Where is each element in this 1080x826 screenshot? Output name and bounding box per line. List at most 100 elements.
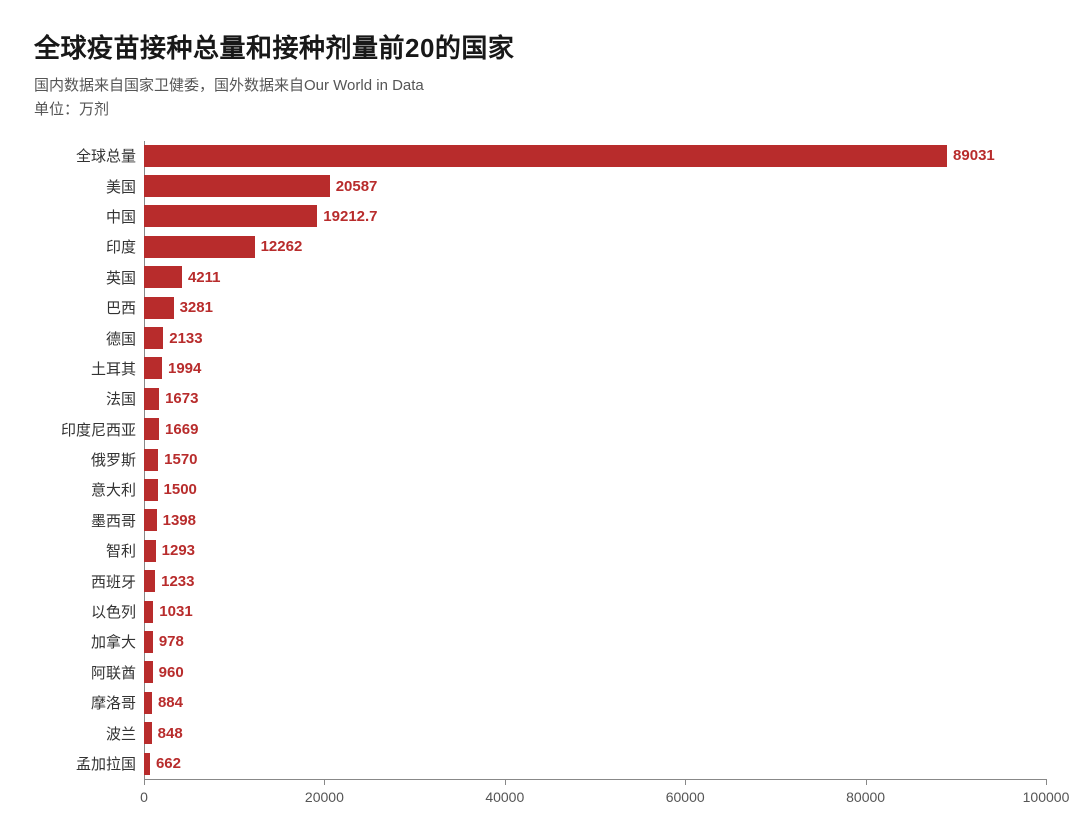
bar [144, 692, 152, 714]
value-label: 1669 [165, 421, 198, 438]
chart-unit: 单位：万剂 [34, 98, 1046, 119]
bar-track: 4211 [144, 262, 1046, 292]
bar-track: 1669 [144, 414, 1046, 444]
bar-row: 英国 4211 [34, 262, 1046, 292]
bar-track: 662 [144, 748, 1046, 778]
x-tick [505, 779, 506, 785]
x-tick-label: 0 [140, 789, 148, 805]
value-label: 1673 [165, 390, 198, 407]
bar [144, 266, 182, 288]
bar-row: 意大利1500 [34, 475, 1046, 505]
value-label: 2133 [169, 330, 202, 347]
category-label: 俄罗斯 [34, 449, 144, 470]
bar-track: 1994 [144, 353, 1046, 383]
bar-row: 俄罗斯 1570 [34, 444, 1046, 474]
category-label: 美国 [34, 176, 144, 197]
bar [144, 175, 330, 197]
value-label: 19212.7 [323, 208, 377, 225]
category-label: 摩洛哥 [34, 692, 144, 713]
bar [144, 418, 159, 440]
x-tick [685, 779, 686, 785]
category-label: 巴西 [34, 297, 144, 318]
bar-row: 摩洛哥 884 [34, 688, 1046, 718]
value-label: 1031 [159, 603, 192, 620]
x-tick-label: 40000 [485, 789, 524, 805]
bar [144, 509, 157, 531]
x-tick [324, 779, 325, 785]
bar [144, 205, 317, 227]
x-tick-label: 60000 [666, 789, 705, 805]
category-label: 智利 [34, 540, 144, 561]
category-label: 印度 [34, 236, 144, 257]
value-label: 1233 [161, 573, 194, 590]
bar-track: 848 [144, 718, 1046, 748]
category-label: 西班牙 [34, 571, 144, 592]
bar-track: 3281 [144, 292, 1046, 322]
bar [144, 449, 158, 471]
category-label: 阿联酋 [34, 662, 144, 683]
bar [144, 722, 152, 744]
value-label: 20587 [336, 178, 378, 195]
bar [144, 753, 150, 775]
chart-title: 全球疫苗接种总量和接种剂量前20的国家 [34, 28, 1046, 65]
value-label: 1994 [168, 360, 201, 377]
bar-track: 1570 [144, 444, 1046, 474]
x-tick [144, 779, 145, 785]
bar-track: 1673 [144, 384, 1046, 414]
bar-row: 法国1673 [34, 384, 1046, 414]
bar-row: 美国 20587 [34, 171, 1046, 201]
category-label: 土耳其 [34, 358, 144, 379]
value-label: 3281 [180, 299, 213, 316]
category-label: 孟加拉国 [34, 753, 144, 774]
x-tick-label: 20000 [305, 789, 344, 805]
bar-track: 20587 [144, 171, 1046, 201]
value-label: 1293 [162, 542, 195, 559]
bar-row: 孟加拉国 662 [34, 748, 1046, 778]
bar-row: 西班牙 1233 [34, 566, 1046, 596]
value-label: 662 [156, 755, 181, 772]
bar-track: 1398 [144, 505, 1046, 535]
bar-track: 1500 [144, 475, 1046, 505]
bar [144, 540, 156, 562]
bar-track: 978 [144, 627, 1046, 657]
value-label: 1570 [164, 451, 197, 468]
value-label: 1398 [163, 512, 196, 529]
category-label: 德国 [34, 328, 144, 349]
value-label: 4211 [188, 269, 221, 286]
bar-track: 960 [144, 657, 1046, 687]
bar-track: 884 [144, 688, 1046, 718]
value-label: 12262 [261, 238, 303, 255]
bar [144, 479, 158, 501]
value-label: 89031 [953, 147, 995, 164]
bar-track: 89031 [144, 141, 1046, 171]
bar [144, 327, 163, 349]
category-label: 印度尼西亚 [34, 419, 144, 440]
value-label: 884 [158, 694, 183, 711]
category-label: 波兰 [34, 723, 144, 744]
value-label: 978 [159, 633, 184, 650]
bar [144, 357, 162, 379]
value-label: 848 [158, 725, 183, 742]
bar [144, 297, 174, 319]
bar-track: 1293 [144, 536, 1046, 566]
chart-plot-area: 020000400006000080000100000 全球总量89031美国2… [34, 141, 1046, 779]
bar-track: 2133 [144, 323, 1046, 353]
x-tick-label: 100000 [1023, 789, 1070, 805]
bar-row: 波兰 848 [34, 718, 1046, 748]
x-axis-line [144, 779, 1046, 780]
bar-row: 巴西 3281 [34, 292, 1046, 322]
bar-row: 中国 19212.7 [34, 201, 1046, 231]
bar [144, 631, 153, 653]
category-label: 加拿大 [34, 631, 144, 652]
category-label: 中国 [34, 206, 144, 227]
bar-row: 以色列1031 [34, 596, 1046, 626]
category-label: 意大利 [34, 479, 144, 500]
category-label: 英国 [34, 267, 144, 288]
x-tick-label: 80000 [846, 789, 885, 805]
bar [144, 236, 255, 258]
bar-row: 印度尼西亚 1669 [34, 414, 1046, 444]
chart-container: 020000400006000080000100000 全球总量89031美国2… [34, 141, 1046, 779]
bar-row: 全球总量89031 [34, 141, 1046, 171]
x-tick [1046, 779, 1047, 785]
bar-row: 印度 12262 [34, 232, 1046, 262]
